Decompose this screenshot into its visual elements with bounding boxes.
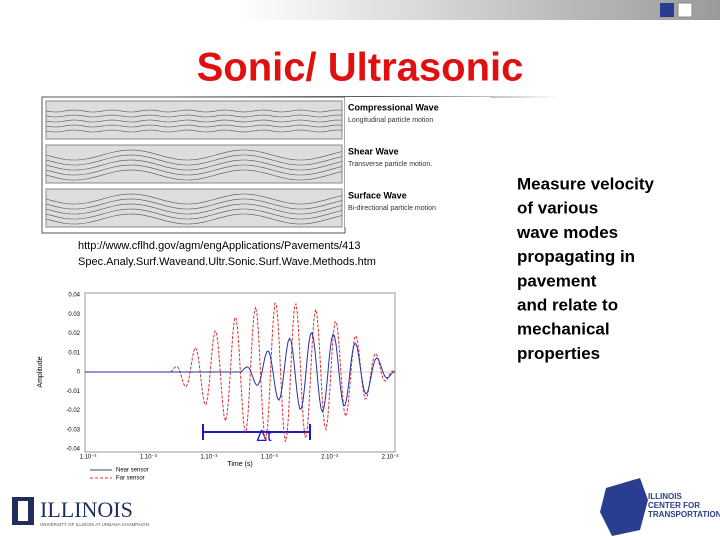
y-tick-label: -0.04 [66, 447, 80, 453]
figure-label-area [345, 97, 490, 227]
mesh-line [45, 119, 343, 123]
mesh-line [45, 164, 343, 176]
top-band [240, 0, 720, 20]
x-tick-label: 1.10⁻³ [80, 455, 97, 461]
title: Sonic/ Ultrasonic [197, 46, 524, 90]
y-tick-label: 0.01 [68, 350, 80, 356]
logo-subtext: UNIVERSITY OF ILLINOIS AT URBANA-CHAMPAI… [40, 522, 149, 527]
y-tick-label: -0.03 [66, 427, 80, 433]
right-logo: ILLINOIS CENTER FOR TRANSPORTATION [600, 478, 720, 536]
body-text: and relate to [517, 295, 618, 314]
y-tick-label: 0.03 [68, 312, 80, 318]
x-tick-label: 1.10⁻³ [261, 455, 278, 461]
left-logo: ILLINOIS UNIVERSITY OF ILLINOIS AT URBAN… [12, 497, 149, 527]
mesh-line [45, 154, 343, 166]
mesh-line [45, 198, 343, 210]
mesh-line [45, 129, 343, 133]
top-square [677, 2, 693, 18]
body-text: of various [517, 199, 598, 218]
y-axis-label: Amplitude [37, 356, 44, 387]
top-square [660, 3, 674, 17]
y-tick-label: 0.04 [68, 293, 80, 299]
y-tick-label: -0.01 [66, 389, 80, 395]
wave-figure: Compressional Wave Longitudinal particle … [41, 96, 490, 234]
logo-state [600, 478, 648, 536]
x-axis-label: Time (s) [227, 461, 252, 468]
waveform-plot: Amplitude Time (s) Δt Near sensor Far se… [37, 292, 399, 482]
body-text: wave modes [516, 223, 618, 242]
y-tick-label: -0.02 [66, 408, 80, 414]
wave-panel [45, 144, 343, 184]
mesh-line [45, 169, 343, 181]
wave-name: Surface Wave [348, 190, 407, 200]
mesh-line [45, 149, 343, 161]
wave-panel [45, 188, 343, 228]
mesh-line [45, 114, 343, 118]
mesh-line [45, 124, 343, 128]
legend-entry: Far sensor [116, 476, 145, 482]
wave-caption: Transverse particle motion. [348, 161, 432, 168]
y-tick-label: 0.02 [68, 331, 80, 337]
logo-text: TRANSPORTATION [648, 510, 720, 519]
wave-caption: Bi-directional particle motion [348, 205, 436, 212]
body-text: propagating in [517, 247, 635, 266]
logo-text: ILLINOIS [40, 497, 133, 522]
logo-text: ILLINOIS [648, 492, 682, 501]
body-text: mechanical [517, 320, 610, 339]
y-tick-label: 0 [77, 370, 81, 376]
citation: Spec.Analy.Surf.Waveand.Ultr.Sonic.Surf.… [78, 256, 376, 268]
x-tick-label: 1.10⁻³ [200, 455, 217, 461]
mesh-line [45, 109, 343, 113]
mesh-line [45, 213, 343, 225]
x-tick-label: 2.10⁻³ [321, 455, 338, 461]
wave-caption: Longitudinal particle motion [348, 117, 433, 124]
logo-mark [18, 501, 28, 521]
legend-entry: Near sensor [116, 468, 149, 474]
wave-name: Compressional Wave [348, 102, 439, 112]
x-tick-label: 2.10⁻³ [382, 455, 399, 461]
wave-name: Shear Wave [348, 146, 399, 156]
body-text: Measure velocity [517, 174, 655, 193]
x-tick-label: 1.10⁻³ [140, 455, 157, 461]
mesh-line [45, 193, 343, 205]
trace [85, 302, 396, 443]
citation: http://www.cflhd.gov/agm/engApplications… [78, 240, 361, 252]
body-text: pavement [517, 271, 597, 290]
mesh-line [45, 208, 343, 220]
body-text: properties [517, 344, 600, 363]
mesh-line [45, 159, 343, 171]
trace [85, 331, 396, 414]
mesh-line [45, 203, 343, 215]
logo-text: CENTER FOR [648, 501, 700, 510]
